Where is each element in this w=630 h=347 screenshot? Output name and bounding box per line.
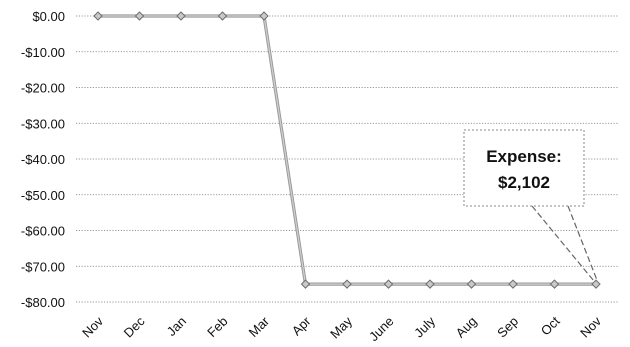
x-tick-label: Sep: [494, 314, 521, 341]
y-axis-tick-labels: $0.00 -$10.00 -$20.00 -$30.00 -$40.00 -$50.00…: [21, 9, 65, 310]
data-point-marker: [259, 11, 269, 21]
callout-label: Expense:: [486, 147, 562, 166]
expense-callout: Expense: $2,102: [463, 129, 598, 282]
y-tick-label: -$30.00: [21, 116, 65, 131]
y-tick-label: -$60.00: [21, 224, 65, 239]
y-tick-label: $0.00: [32, 9, 65, 24]
x-axis-tick-labels: Nov Dec Jan Feb Mar Apr May June July Aug Sep Oct No…: [79, 313, 604, 344]
series-markers: [93, 11, 601, 289]
x-tick-label: Aug: [453, 314, 480, 341]
data-point-marker: [425, 279, 435, 289]
data-point-marker: [93, 11, 103, 21]
y-tick-label: -$50.00: [21, 188, 65, 203]
x-tick-label: Feb: [204, 314, 230, 340]
data-point-marker: [549, 279, 560, 289]
y-tick-label: -$70.00: [21, 259, 65, 274]
y-tick-label: -$20.00: [21, 81, 65, 96]
data-point-marker: [217, 11, 228, 21]
x-tick-label: May: [327, 313, 355, 341]
x-tick-label: Dec: [121, 313, 148, 340]
callout-box: [463, 129, 585, 207]
data-point-marker: [508, 279, 518, 289]
y-tick-label: -$40.00: [21, 152, 65, 167]
callout-value: $2,102: [498, 173, 550, 192]
data-point-marker: [176, 11, 186, 21]
y-tick-label: -$10.00: [21, 45, 65, 60]
data-point-marker: [134, 11, 145, 21]
x-tick-label: Apr: [289, 313, 314, 338]
x-tick-label: Nov: [79, 313, 106, 340]
callout-leader-line: [531, 205, 595, 282]
data-point-marker: [383, 279, 394, 289]
x-tick-label: Oct: [538, 313, 563, 338]
data-point-marker: [300, 279, 311, 289]
y-tick-label: -$80.00: [21, 295, 65, 310]
x-tick-label: Jan: [164, 314, 189, 339]
x-tick-label: June: [366, 314, 397, 345]
x-tick-label: July: [411, 313, 438, 340]
callout-leader-line: [567, 205, 598, 281]
data-point-marker: [342, 279, 352, 289]
data-point-marker: [466, 279, 477, 289]
data-point-marker: [591, 279, 601, 289]
x-tick-label: Nov: [577, 313, 604, 340]
x-tick-label: Mar: [246, 313, 273, 340]
